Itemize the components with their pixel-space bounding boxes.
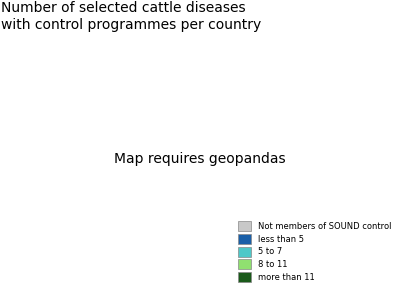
Text: Map requires geopandas: Map requires geopandas (114, 152, 286, 166)
Text: Number of selected cattle diseases
with control programmes per country: Number of selected cattle diseases with … (1, 1, 262, 32)
Legend: Not members of SOUND control, less than 5, 5 to 7, 8 to 11, more than 11: Not members of SOUND control, less than … (235, 218, 394, 285)
